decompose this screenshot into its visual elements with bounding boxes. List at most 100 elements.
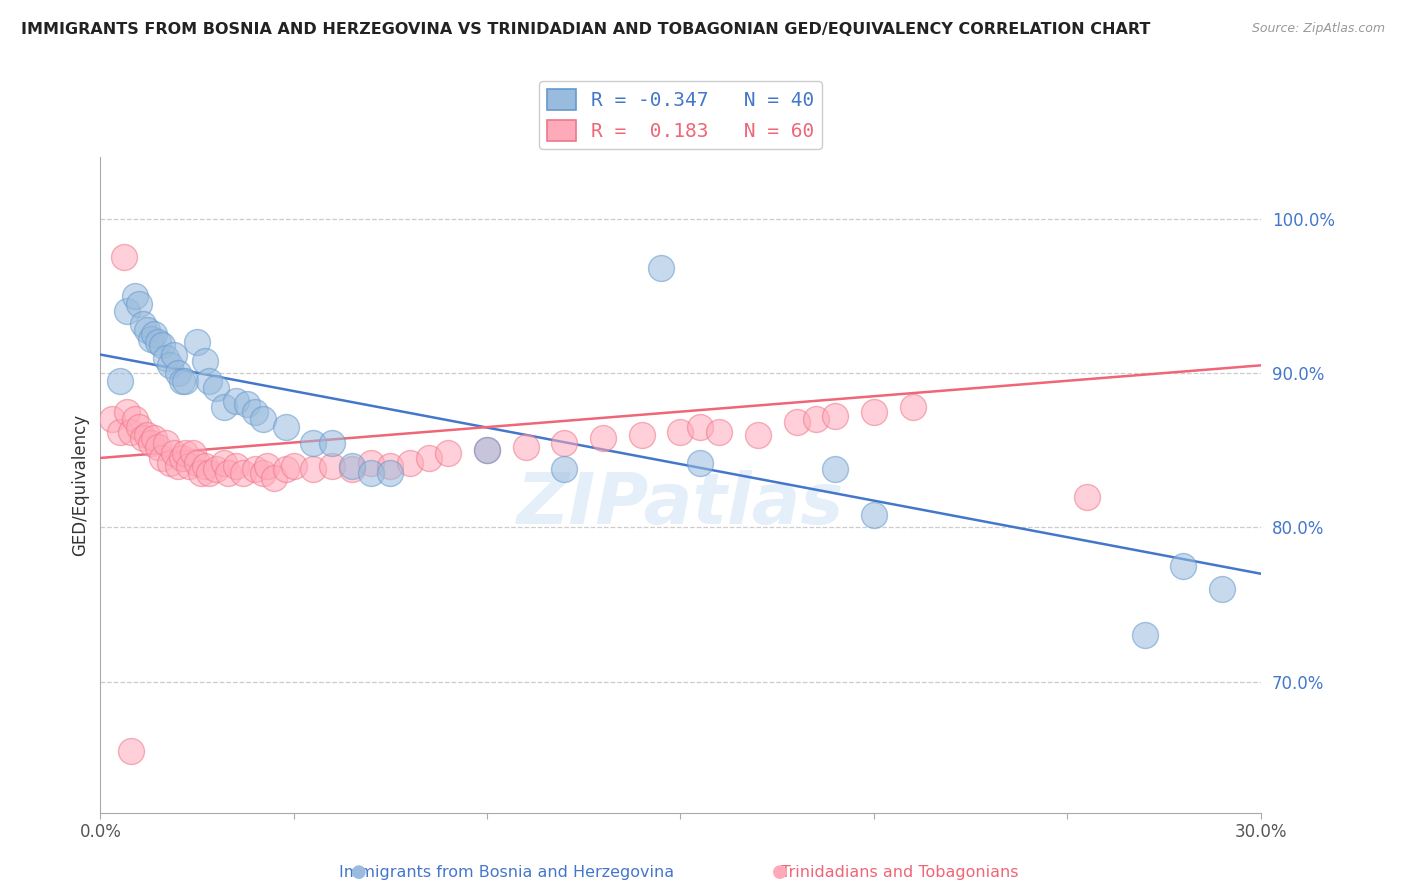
Point (139, 435, 162, 450)
Point (650, 261, 672, 276)
Point (340, 462, 363, 476)
Point (205, 462, 228, 476)
Point (302, 462, 325, 476)
Point (1076, 490, 1098, 504)
Point (112, 250, 135, 264)
Point (128, 420, 150, 434)
Point (1173, 559, 1195, 574)
Point (1133, 628, 1156, 642)
Point (163, 446, 186, 460)
Legend: R = -0.347   N = 40, R =  0.183   N = 60: R = -0.347 N = 40, R = 0.183 N = 60 (538, 81, 823, 149)
Point (553, 462, 575, 476)
Point (132, 317, 155, 331)
Point (475, 443, 498, 458)
Point (101, 412, 124, 426)
Point (236, 397, 259, 411)
Point (274, 462, 297, 476)
Point (143, 431, 166, 445)
Point (256, 458, 278, 473)
Point (150, 338, 173, 352)
Point (217, 467, 239, 481)
Point (181, 446, 204, 460)
Point (786, 416, 808, 430)
Point (321, 435, 343, 450)
Point (252, 467, 274, 481)
Text: Source: ZipAtlas.com: Source: ZipAtlas.com (1251, 22, 1385, 36)
Point (132, 431, 155, 445)
Point (186, 456, 208, 470)
Point (824, 409, 846, 424)
Point (630, 427, 652, 442)
Point (120, 744, 142, 758)
Point (124, 412, 146, 426)
Point (155, 435, 177, 450)
Point (170, 450, 193, 465)
Point (321, 458, 343, 473)
Point (174, 374, 197, 388)
Text: IMMIGRANTS FROM BOSNIA AND HERZEGOVINA VS TRINIDADIAN AND TOBAGONIAN GED/EQUIVAL: IMMIGRANTS FROM BOSNIA AND HERZEGOVINA V… (21, 22, 1150, 37)
Y-axis label: GED/Equivalency: GED/Equivalency (72, 414, 89, 556)
Point (148, 335, 170, 350)
Point (120, 425, 142, 439)
Point (243, 462, 266, 476)
Point (174, 446, 197, 460)
Point (709, 425, 731, 439)
Point (747, 427, 769, 442)
Point (166, 458, 188, 473)
Point (212, 456, 235, 470)
Point (901, 400, 924, 414)
Point (117, 404, 139, 418)
Point (148, 440, 170, 454)
Point (205, 382, 228, 396)
Point (302, 435, 325, 450)
Point (124, 289, 146, 303)
Point (804, 412, 827, 426)
Point (283, 458, 305, 473)
Point (553, 435, 575, 450)
Point (274, 420, 297, 434)
Text: ●: ● (350, 863, 367, 881)
Text: Immigrants from Bosnia and Herzegovina: Immigrants from Bosnia and Herzegovina (339, 865, 673, 880)
Point (212, 400, 235, 414)
Point (108, 425, 131, 439)
Point (166, 366, 188, 380)
Point (194, 353, 217, 368)
Point (689, 420, 711, 434)
Point (186, 335, 208, 350)
Point (475, 443, 498, 458)
Point (380, 467, 402, 481)
Point (225, 393, 247, 408)
Point (1211, 582, 1233, 596)
Point (418, 450, 440, 465)
Point (380, 458, 402, 473)
Point (108, 374, 131, 388)
Point (252, 412, 274, 426)
Point (143, 327, 166, 342)
Point (135, 323, 157, 337)
Text: ZIPatlas: ZIPatlas (517, 470, 844, 539)
Point (179, 458, 201, 473)
Point (398, 456, 420, 470)
Point (117, 304, 139, 318)
Point (515, 440, 537, 454)
Text: Trinidadians and Tobagonians: Trinidadians and Tobagonians (782, 865, 1018, 880)
Point (340, 458, 363, 473)
Point (225, 458, 247, 473)
Point (150, 450, 173, 465)
Point (863, 508, 886, 522)
Point (232, 467, 254, 481)
Point (360, 467, 382, 481)
Point (139, 332, 162, 346)
Point (197, 467, 219, 481)
Point (159, 359, 181, 373)
Point (163, 347, 186, 361)
Point (190, 467, 212, 481)
Point (263, 471, 285, 485)
Point (155, 351, 177, 365)
Point (197, 374, 219, 388)
Point (437, 446, 460, 460)
Point (135, 427, 157, 442)
Point (360, 456, 382, 470)
Point (669, 425, 692, 439)
Point (194, 458, 217, 473)
